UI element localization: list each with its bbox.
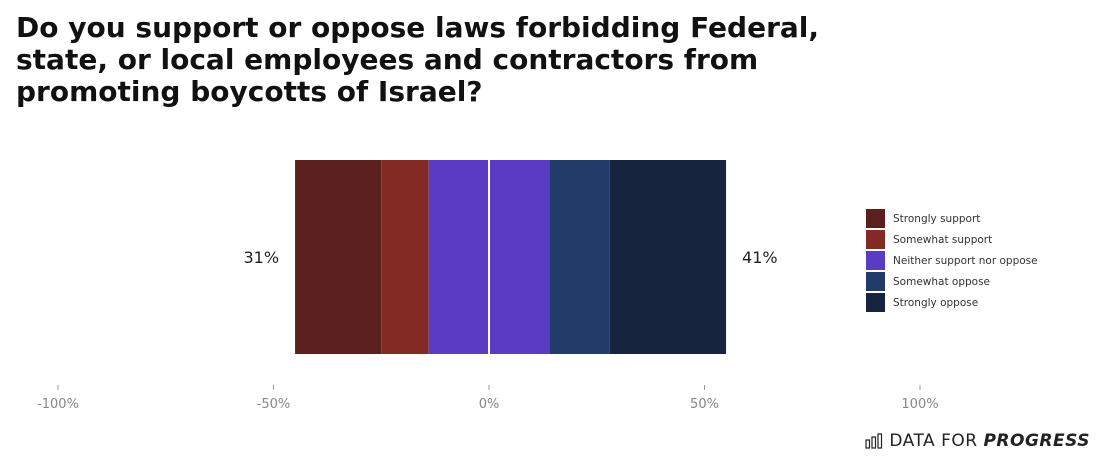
legend-label-4: Strongly oppose [893,296,979,309]
legend-item: Somewhat support [866,229,1038,250]
bar-segment-strongly-oppose [609,160,727,354]
brand-prefix: DATA FOR [889,431,978,451]
x-tick-label-3: 50% [690,397,719,412]
legend-label-3: Somewhat oppose [893,275,991,288]
legend-swatch-0 [866,209,885,228]
oppose-total-label: 41% [742,248,778,267]
legend-swatch-4 [866,293,885,312]
legend-item: Strongly oppose [866,292,1038,313]
x-tick-label-0: -100% [37,397,79,412]
chart-title: Do you support or oppose laws forbidding… [16,11,820,108]
brand-logo: DATA FOR PROGRESS [865,431,1090,451]
legend-swatch-1 [866,230,885,249]
bar-segment-somewhat-support [381,160,429,354]
legend-swatch-2 [866,251,885,270]
legend-item: Somewhat oppose [866,271,1038,292]
legend: Strongly support Somewhat support Neithe… [866,208,1038,313]
legend-label-0: Strongly support [893,212,981,225]
bar-chart-icon [865,433,883,449]
legend-label-2: Neither support nor oppose [893,254,1038,267]
legend-item: Neither support nor oppose [866,250,1038,271]
bar-segment-strongly-support [295,160,382,354]
x-tick-label-4: 100% [901,397,938,412]
x-tick-label-2: 0% [479,397,500,412]
legend-item: Strongly support [866,208,1038,229]
legend-label-1: Somewhat support [893,233,993,246]
legend-swatch-3 [866,272,885,291]
brand-emphasis: PROGRESS [983,431,1090,451]
support-total-label: 31% [243,248,279,267]
x-tick-label-1: -50% [257,397,291,412]
bar-segment-somewhat-oppose [549,160,610,354]
